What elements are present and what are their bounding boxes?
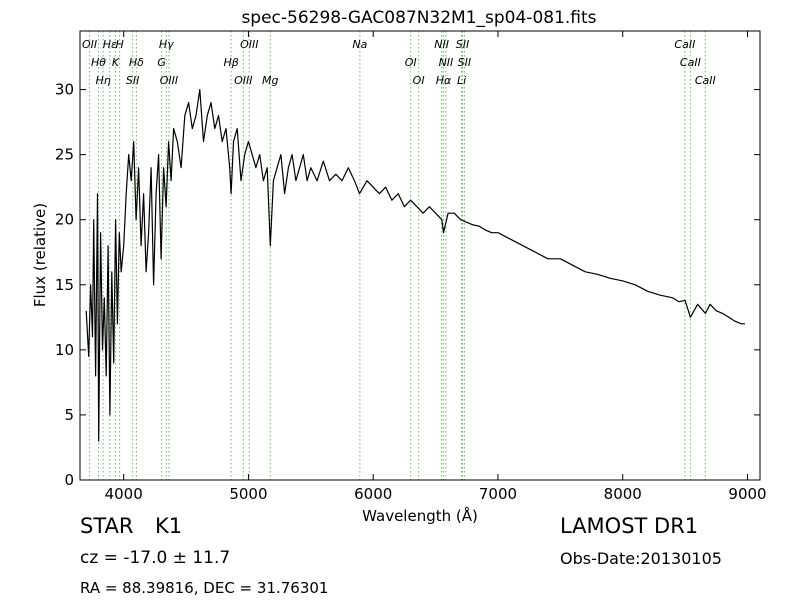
line-label-17: OI	[413, 74, 425, 87]
y-tick-label-30: 30	[55, 81, 74, 99]
line-label-12: OIII	[240, 38, 258, 51]
line-label-26: CaII	[695, 74, 716, 87]
line-label-25: CaII	[680, 56, 701, 69]
line-label-9: Hγ	[159, 38, 174, 51]
spectral-lines-layer	[89, 31, 706, 480]
x-tick-label-7000: 7000	[479, 485, 517, 503]
line-label-22: SII	[458, 56, 471, 69]
line-label-16: OI	[405, 56, 417, 69]
line-label-1: Hθ	[91, 56, 106, 69]
y-tick-label-10: 10	[55, 341, 74, 359]
x-tick-label-5000: 5000	[229, 485, 267, 503]
plot-frame	[79, 30, 761, 481]
line-label-21: SII	[456, 38, 469, 51]
object-subclass: K1	[155, 514, 183, 538]
obs-date: Obs-Date:20130105	[560, 549, 722, 568]
line-label-8: OIII	[160, 74, 178, 87]
y-tick-label-20: 20	[55, 211, 74, 229]
line-label-24: CaII	[674, 38, 695, 51]
line-label-3: Hε	[103, 38, 117, 51]
line-label-15: Na	[352, 38, 367, 51]
y-tick-label-25: 25	[55, 146, 74, 164]
line-labels-layer: OIIHθHηHεKSIIHHδOIIIHγGOIIIOIIIHβMgNaOIO…	[82, 38, 716, 87]
line-label-4: K	[112, 56, 120, 69]
axes-layer: 4000 5000 6000 7000 8000 9000 0 5 10 15 20 25 30	[55, 31, 767, 503]
chart-title: spec-56298-GAC087N32M1_sp04-081.fits	[241, 8, 596, 28]
line-label-2: Hη	[95, 74, 110, 87]
line-label-18: NII	[434, 38, 449, 51]
line-label-7: Hδ	[129, 56, 144, 69]
spectrum-line-0	[85, 89, 745, 442]
x-tick-label-8000: 8000	[604, 485, 642, 503]
line-label-0: OII	[82, 38, 97, 51]
x-axis-label: Wavelength (Å)	[362, 506, 478, 525]
line-label-10: G	[157, 56, 166, 69]
y-tick-label-0: 0	[64, 471, 74, 489]
line-label-13: Hβ	[223, 56, 238, 69]
x-tick-label-4000: 4000	[105, 485, 143, 503]
coordinates-text: RA = 88.39816, DEC = 31.76301	[80, 579, 329, 597]
y-tick-label-15: 15	[55, 276, 74, 294]
line-label-5: SII	[126, 74, 139, 87]
line-label-20: Hα	[436, 74, 452, 87]
line-label-23: Li	[457, 74, 466, 87]
x-tick-label-6000: 6000	[354, 485, 392, 503]
line-label-19: NII	[439, 56, 454, 69]
redshift-text: cz = -17.0 ± 11.7	[80, 548, 231, 568]
x-tick-label-9000: 9000	[728, 485, 766, 503]
survey-name: LAMOST DR1	[560, 514, 699, 538]
line-label-6: H	[116, 38, 124, 51]
series-layer	[85, 89, 745, 442]
y-tick-label-5: 5	[64, 406, 74, 424]
line-label-14: Mg	[262, 74, 278, 87]
object-class: STAR	[80, 514, 134, 538]
y-axis-label: Flux (relative)	[31, 203, 49, 307]
line-label-11: OIII	[234, 74, 252, 87]
